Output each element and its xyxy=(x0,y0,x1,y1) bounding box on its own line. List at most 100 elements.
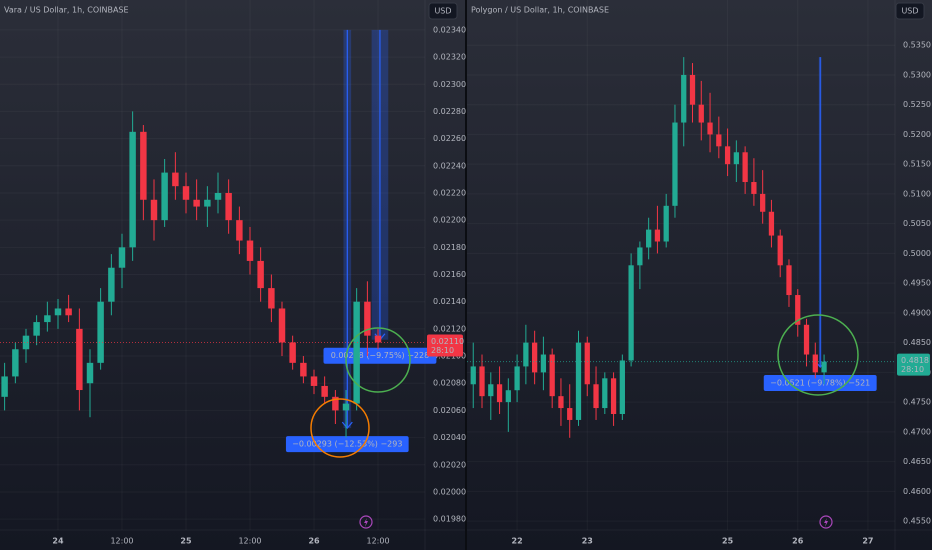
candle-body xyxy=(470,366,476,385)
highlight-circle xyxy=(310,398,370,458)
y-tick-label: 0.02120 xyxy=(433,324,466,333)
candle-body xyxy=(707,122,713,135)
candle-body xyxy=(698,104,704,123)
y-tick-label: 0.4650 xyxy=(903,457,931,466)
candle-body xyxy=(278,308,286,343)
currency-button-box[interactable] xyxy=(895,2,925,20)
candle-body xyxy=(129,131,136,248)
candle-body xyxy=(532,342,538,373)
measure-arrowhead xyxy=(341,421,353,430)
candle-body xyxy=(751,182,757,194)
candle-body xyxy=(567,408,573,420)
y-tick-label: 0.5350 xyxy=(903,41,931,50)
candle-body xyxy=(681,74,687,123)
y-tick-label: 0.02060 xyxy=(433,406,466,415)
candle-body xyxy=(150,199,158,221)
candle-body xyxy=(488,384,494,397)
panel-divider xyxy=(465,0,467,550)
y-tick-label: 0.5000 xyxy=(903,249,931,258)
y-tick-label: 0.5150 xyxy=(903,160,931,169)
candle-body xyxy=(768,211,775,236)
last-price-box xyxy=(897,353,930,376)
candle-body xyxy=(118,247,126,268)
x-tick-label: 12:00 xyxy=(366,537,389,546)
x-tick-label: 26 xyxy=(308,537,320,546)
candle-body xyxy=(172,172,179,187)
chart-title: Polygon / US Dollar, 1h, COINBASE xyxy=(471,6,609,15)
y-tick-label: 0.02260 xyxy=(433,134,466,143)
y-tick-label: 0.02020 xyxy=(433,460,466,469)
event-icon[interactable] xyxy=(819,515,833,529)
candle-body xyxy=(257,260,264,289)
y-tick-label: 0.02180 xyxy=(433,243,466,252)
candle-body xyxy=(108,267,115,302)
y-tick-label: 0.02140 xyxy=(433,297,466,306)
y-tick-label: 0.02340 xyxy=(433,25,466,34)
candle-body xyxy=(268,288,275,309)
candle-body xyxy=(575,342,582,420)
candle-body xyxy=(558,396,564,409)
last-price-label: 0.4818 xyxy=(901,356,929,365)
event-icon-bolt xyxy=(364,518,368,527)
candle-body xyxy=(22,335,30,350)
candle-body xyxy=(214,192,222,200)
candle-body xyxy=(540,354,547,373)
candle-body xyxy=(321,385,328,397)
candle-body xyxy=(733,152,739,165)
candle-body xyxy=(204,199,211,207)
y-tick-label: 0.5200 xyxy=(903,130,931,139)
candle-body xyxy=(86,362,94,384)
candle-body xyxy=(289,342,296,363)
candle-body xyxy=(193,199,200,207)
candle-body xyxy=(742,152,748,183)
last-price-box xyxy=(427,334,463,357)
candle-body xyxy=(140,131,147,200)
candle-body xyxy=(44,315,51,323)
candle-body xyxy=(54,308,62,316)
candle-body xyxy=(760,193,766,212)
x-tick-label: 23 xyxy=(582,537,593,546)
y-tick-label: 0.5100 xyxy=(903,189,931,198)
candle-body xyxy=(12,349,19,377)
x-tick-label: 27 xyxy=(862,537,873,546)
highlight-circle xyxy=(345,327,411,393)
candle-body xyxy=(332,396,339,411)
candle-body xyxy=(76,328,83,391)
y-tick-label: 0.4950 xyxy=(903,279,931,288)
candle-body xyxy=(637,247,643,266)
currency-button[interactable]: USD xyxy=(901,7,918,16)
chart-panel: 0.5350 0.5300 0.5250 0.5200 0.5150 0.5100 0.50… xyxy=(467,0,932,550)
candle-body xyxy=(795,295,801,325)
chart-panel: 0.02340 0.02320 0.02300 0.02280 0.02260 0.022… xyxy=(0,0,466,550)
last-price-label: 0.02110 xyxy=(431,337,464,346)
x-tick-label: 24 xyxy=(52,537,64,546)
candle-body xyxy=(716,134,722,147)
measure-label: −0.0521 (−9.78%) −521 xyxy=(770,379,870,388)
currency-button-box[interactable] xyxy=(428,2,458,20)
candle-body xyxy=(33,322,40,336)
x-tick-label: 22 xyxy=(512,537,523,546)
currency-button[interactable]: USD xyxy=(434,7,451,16)
candle-body xyxy=(803,324,810,355)
candle-body xyxy=(514,366,520,391)
y-tick-label: 0.02220 xyxy=(433,188,466,197)
candle-body xyxy=(672,122,678,206)
event-icon-bolt xyxy=(824,518,828,527)
candle-body xyxy=(310,376,318,386)
candle-body xyxy=(549,354,555,397)
chart-title: Vara / US Dollar, 1h, COINBASE xyxy=(4,6,129,15)
candle-body xyxy=(182,186,190,200)
measure-label: 0.00228 (−9.75%) −228 xyxy=(331,351,430,360)
y-tick-label: 0.02320 xyxy=(433,53,466,62)
y-tick-label: 0.4700 xyxy=(903,427,931,436)
candle-body xyxy=(353,301,360,404)
y-tick-label: 0.02040 xyxy=(433,433,466,442)
y-tick-label: 0.5250 xyxy=(903,100,931,109)
event-icon[interactable] xyxy=(359,515,373,529)
candle-body xyxy=(496,384,503,403)
candle-body xyxy=(593,384,599,409)
countdown-label: 28:10 xyxy=(901,365,924,374)
measure-label-box xyxy=(323,347,437,364)
y-tick-label: 0.01980 xyxy=(433,515,466,524)
